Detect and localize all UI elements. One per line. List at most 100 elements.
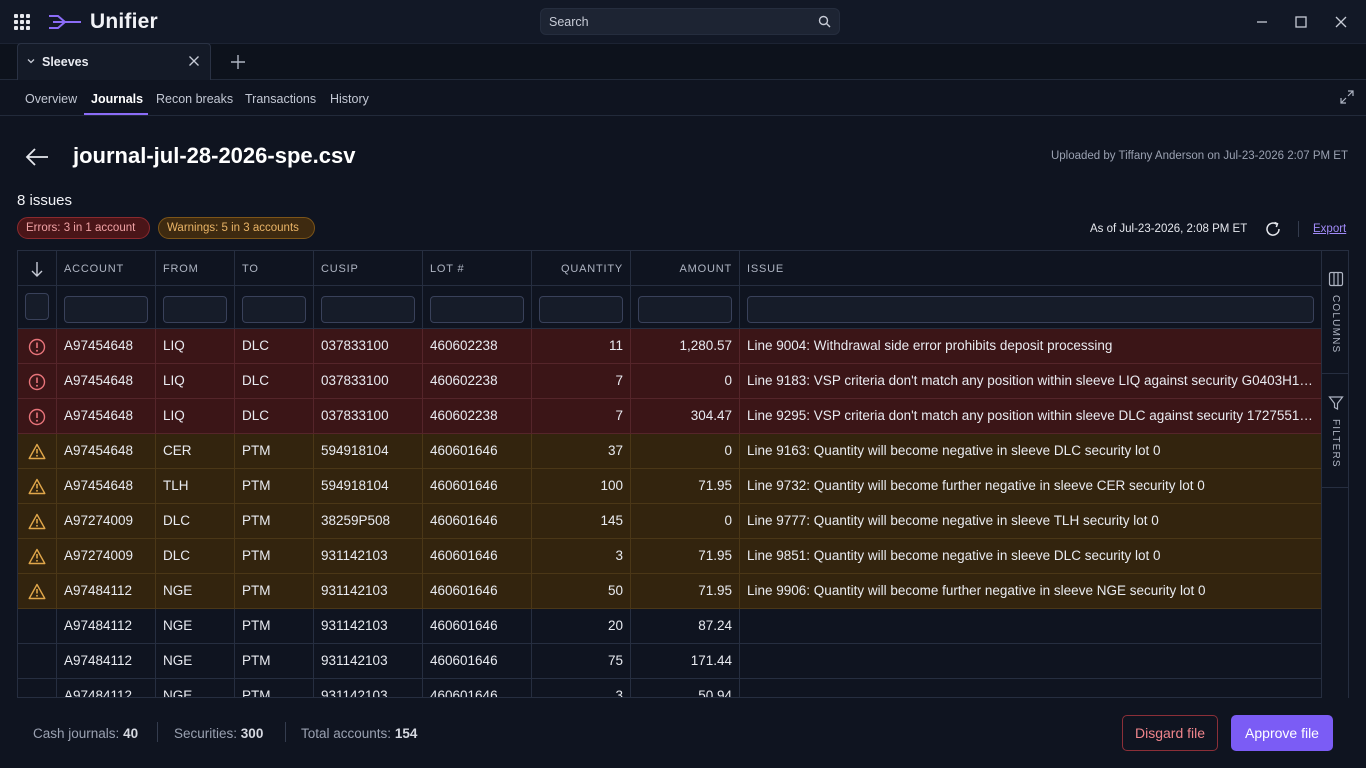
filter-from-input[interactable]	[163, 296, 227, 323]
status-cell	[18, 469, 57, 504]
filter-quantity-input[interactable]	[539, 296, 623, 323]
from-cell: LIQ	[156, 364, 235, 399]
cash-journals-stat: Cash journals: 40	[33, 726, 138, 741]
from-cell: CER	[156, 434, 235, 469]
to-cell: DLC	[235, 399, 314, 434]
divider	[285, 722, 286, 742]
filter-row	[18, 286, 1321, 329]
filter-to-input[interactable]	[242, 296, 306, 323]
lot-cell: 460601646	[423, 469, 532, 504]
filter-amount-input[interactable]	[638, 296, 732, 323]
add-tab-icon[interactable]	[228, 52, 248, 72]
cusip-cell: 037833100	[314, 364, 423, 399]
filter-cell	[314, 286, 423, 329]
refresh-icon[interactable]	[1264, 220, 1282, 238]
table-row[interactable]: A97454648 LIQ DLC 037833100 460602238 11 1,280…	[18, 329, 1321, 364]
tab-recon-breaks[interactable]: Recon breaks	[156, 92, 234, 106]
warning-icon	[28, 478, 46, 495]
to-cell: PTM	[235, 469, 314, 504]
minimize-button[interactable]	[1250, 10, 1274, 34]
table-row[interactable]: A97454648 TLH PTM 594918104 460601646 100 71.9…	[18, 469, 1321, 504]
from-cell: LIQ	[156, 329, 235, 364]
cash-journals-value: 40	[123, 726, 139, 741]
table-row[interactable]: A97484112 NGE PTM 931142103 460601646 50 71.95…	[18, 574, 1321, 609]
chevron-down-icon[interactable]	[26, 56, 36, 66]
amount-cell: 1,280.57	[631, 329, 740, 364]
sort-arrow-down-icon[interactable]	[31, 261, 43, 277]
discard-file-button[interactable]: Disgard file	[1122, 715, 1218, 751]
search-box[interactable]	[540, 8, 840, 35]
approve-file-button[interactable]: Approve file	[1231, 715, 1333, 751]
column-header-account[interactable]: ACCOUNT	[57, 251, 156, 286]
table-row[interactable]: A97454648 LIQ DLC 037833100 460602238 7 304.47…	[18, 399, 1321, 434]
journal-grid: ACCOUNT FROM TO CUSIP LOT # QUANTITY AMO…	[17, 250, 1321, 698]
app-launcher-icon[interactable]	[14, 14, 30, 30]
status-cell	[18, 609, 57, 644]
to-cell: PTM	[235, 539, 314, 574]
search-icon[interactable]	[818, 15, 831, 28]
lot-cell: 460601646	[423, 504, 532, 539]
table-row[interactable]: A97454648 LIQ DLC 037833100 460602238 7 0 Line …	[18, 364, 1321, 399]
to-cell: DLC	[235, 364, 314, 399]
maximize-button[interactable]	[1289, 10, 1313, 34]
document-tab-strip: Sleeves	[0, 43, 1366, 80]
close-tab-icon[interactable]	[188, 55, 200, 67]
filters-panel-toggle[interactable]: FILTERS	[1322, 395, 1349, 468]
cusip-cell: 037833100	[314, 329, 423, 364]
errors-badge[interactable]: Errors: 3 in 1 account	[17, 217, 150, 239]
tab-history[interactable]: History	[330, 92, 369, 106]
vertical-scrollbar[interactable]	[1321, 488, 1349, 698]
table-row[interactable]: A97484112 NGE PTM 931142103 460601646 75 171.4…	[18, 644, 1321, 679]
tab-overview[interactable]: Overview	[25, 92, 78, 106]
column-header-amount[interactable]: AMOUNT	[631, 251, 740, 286]
search-input[interactable]	[541, 9, 801, 34]
tab-transactions[interactable]: Transactions	[245, 92, 317, 106]
tab-sleeves[interactable]: Sleeves	[17, 43, 211, 80]
column-header-from[interactable]: FROM	[156, 251, 235, 286]
filter-account-input[interactable]	[64, 296, 148, 323]
column-header-issue[interactable]: ISSUE	[740, 251, 1321, 286]
app-logo: Unifier	[48, 10, 158, 34]
columns-panel-toggle[interactable]: COLUMNS	[1322, 271, 1349, 353]
close-icon	[1335, 16, 1347, 28]
lot-cell: 460601646	[423, 539, 532, 574]
table-row[interactable]: A97274009 DLC PTM 38259P508 460601646 145 0 Lin…	[18, 504, 1321, 539]
column-header-quantity[interactable]: QUANTITY	[532, 251, 631, 286]
minimize-icon	[1257, 21, 1267, 23]
tab-journals[interactable]: Journals	[91, 92, 144, 106]
lot-cell: 460601646	[423, 574, 532, 609]
status-cell	[18, 539, 57, 574]
column-header-lot[interactable]: LOT #	[423, 251, 532, 286]
account-cell: A97484112	[57, 574, 156, 609]
filter-lot-input[interactable]	[430, 296, 524, 323]
app-name: Unifier	[90, 10, 158, 33]
cusip-cell: 037833100	[314, 399, 423, 434]
from-cell: DLC	[156, 504, 235, 539]
select-all-checkbox[interactable]	[25, 293, 49, 320]
total-accounts-value: 154	[394, 726, 418, 741]
status-cell	[18, 329, 57, 364]
close-window-button[interactable]	[1329, 10, 1353, 34]
filter-issue-input[interactable]	[747, 296, 1314, 323]
table-row[interactable]: A97484112 NGE PTM 931142103 460601646 3 50.94	[18, 679, 1321, 697]
sort-column-header[interactable]	[18, 251, 57, 286]
to-cell: PTM	[235, 574, 314, 609]
amount-cell: 71.95	[631, 539, 740, 574]
column-header-cusip[interactable]: CUSIP	[314, 251, 423, 286]
filters-label: FILTERS	[1330, 419, 1341, 468]
export-link[interactable]: Export	[1313, 223, 1347, 235]
table-row[interactable]: A97484112 NGE PTM 931142103 460601646 20 87.24	[18, 609, 1321, 644]
total-accounts-stat: Total accounts: 154	[301, 726, 417, 741]
divider	[157, 722, 158, 742]
status-cell	[18, 434, 57, 469]
table-row[interactable]: A97454648 CER PTM 594918104 460601646 37 0 Line…	[18, 434, 1321, 469]
account-cell: A97454648	[57, 399, 156, 434]
expand-icon[interactable]	[1340, 90, 1354, 104]
column-header-to[interactable]: TO	[235, 251, 314, 286]
filter-cusip-input[interactable]	[321, 296, 415, 323]
warnings-badge[interactable]: Warnings: 5 in 3 accounts	[158, 217, 315, 239]
back-arrow-icon[interactable]	[24, 146, 50, 168]
table-row[interactable]: A97274009 DLC PTM 931142103 460601646 3 71.95 L…	[18, 539, 1321, 574]
footer-bar: Cash journals: 40 Securities: 300 Total …	[0, 698, 1366, 768]
issue-cell: Line 9906: Quantity will become further …	[740, 574, 1321, 609]
